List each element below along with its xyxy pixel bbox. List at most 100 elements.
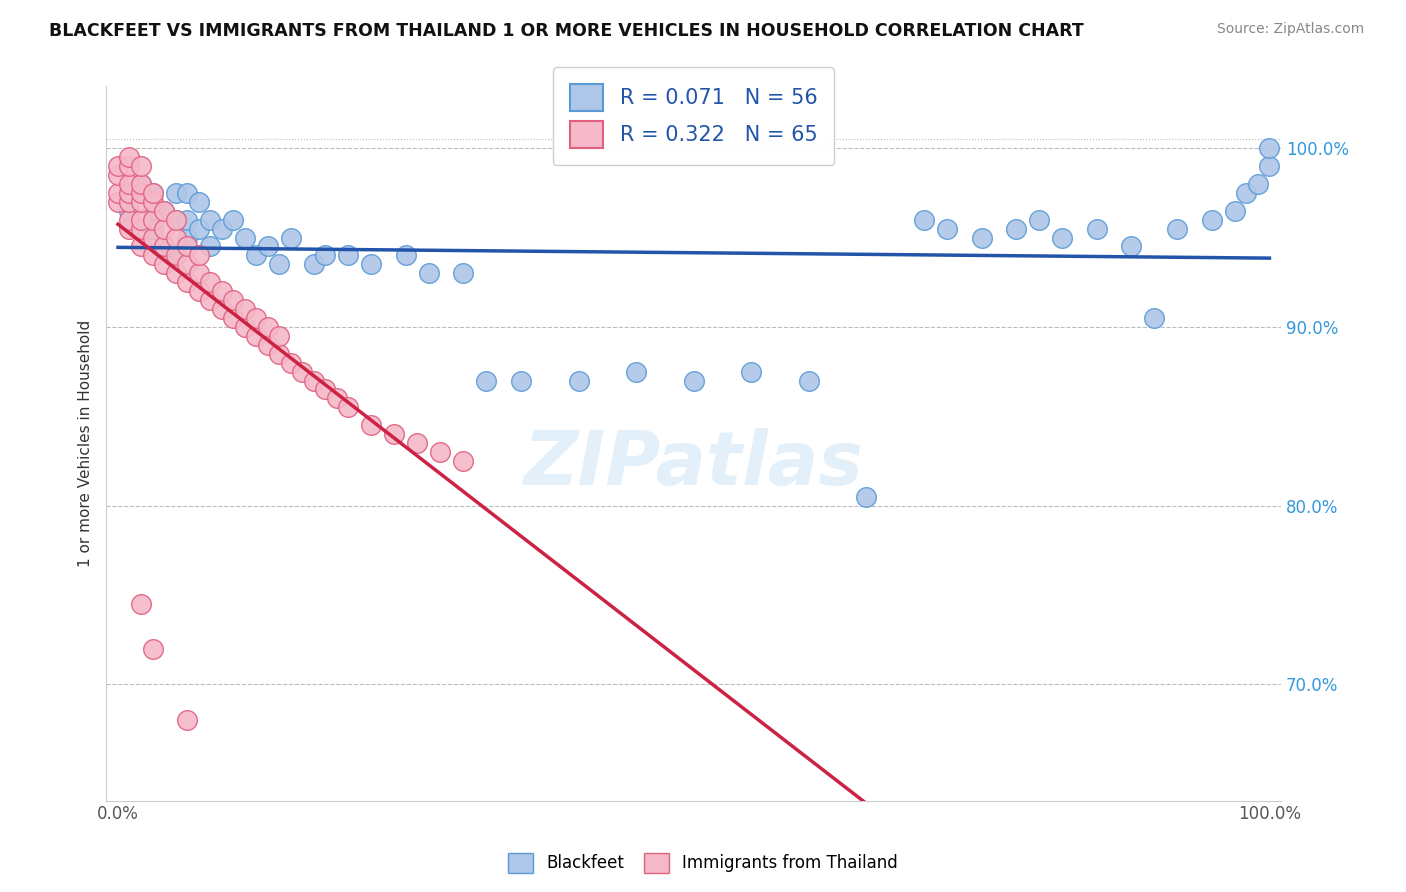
Point xyxy=(176,275,198,289)
Point xyxy=(129,186,152,200)
Point xyxy=(165,248,187,262)
Point xyxy=(118,212,141,227)
Point xyxy=(233,230,256,244)
Point xyxy=(165,248,187,262)
Point xyxy=(187,221,209,235)
Point xyxy=(129,194,152,209)
Point xyxy=(1223,203,1246,218)
Point xyxy=(222,310,245,325)
Point xyxy=(118,186,141,200)
Point xyxy=(360,418,382,433)
Point xyxy=(153,221,176,235)
Point xyxy=(624,365,647,379)
Point xyxy=(129,212,152,227)
Point xyxy=(233,319,256,334)
Point xyxy=(314,383,336,397)
Point xyxy=(291,365,314,379)
Point xyxy=(1143,310,1166,325)
Point xyxy=(233,301,256,316)
Point xyxy=(141,186,163,200)
Point xyxy=(153,239,176,253)
Point xyxy=(740,365,762,379)
Point xyxy=(269,257,291,271)
Point xyxy=(1234,186,1257,200)
Point xyxy=(141,186,163,200)
Point xyxy=(187,194,209,209)
Y-axis label: 1 or more Vehicles in Household: 1 or more Vehicles in Household xyxy=(79,319,93,566)
Point xyxy=(245,248,267,262)
Point xyxy=(153,239,176,253)
Point xyxy=(165,212,187,227)
Point xyxy=(269,347,291,361)
Point xyxy=(153,203,176,218)
Point xyxy=(129,177,152,191)
Point xyxy=(326,392,349,406)
Point xyxy=(302,374,325,388)
Point xyxy=(187,284,209,298)
Point xyxy=(129,177,152,191)
Point xyxy=(118,159,141,173)
Point xyxy=(222,212,245,227)
Point xyxy=(118,194,141,209)
Point xyxy=(176,239,198,253)
Point xyxy=(141,248,163,262)
Point xyxy=(153,257,176,271)
Point xyxy=(256,319,278,334)
Point xyxy=(176,212,198,227)
Point xyxy=(510,374,533,388)
Point xyxy=(176,230,198,244)
Point xyxy=(118,221,141,235)
Point xyxy=(141,194,163,209)
Point xyxy=(165,266,187,280)
Point xyxy=(141,641,163,656)
Point xyxy=(153,203,176,218)
Point xyxy=(129,159,152,173)
Point xyxy=(198,239,221,253)
Point xyxy=(211,221,233,235)
Point xyxy=(406,436,429,450)
Point xyxy=(1166,221,1188,235)
Point xyxy=(912,212,935,227)
Point xyxy=(314,248,336,262)
Point xyxy=(682,374,704,388)
Point xyxy=(395,248,418,262)
Point xyxy=(141,212,163,227)
Point xyxy=(187,266,209,280)
Point xyxy=(222,293,245,307)
Point xyxy=(418,266,440,280)
Point xyxy=(141,221,163,235)
Legend: R = 0.071   N = 56, R = 0.322   N = 65: R = 0.071 N = 56, R = 0.322 N = 65 xyxy=(553,68,834,165)
Point xyxy=(129,221,152,235)
Point xyxy=(855,490,877,504)
Point xyxy=(198,212,221,227)
Legend: Blackfeet, Immigrants from Thailand: Blackfeet, Immigrants from Thailand xyxy=(501,847,905,880)
Point xyxy=(337,248,360,262)
Point xyxy=(567,374,589,388)
Point xyxy=(429,445,451,459)
Point xyxy=(256,239,278,253)
Point xyxy=(280,356,302,370)
Point xyxy=(382,427,405,442)
Point xyxy=(256,338,278,352)
Point xyxy=(269,329,291,343)
Point xyxy=(176,257,198,271)
Point xyxy=(141,203,163,218)
Point xyxy=(337,401,360,415)
Point xyxy=(129,239,152,253)
Point xyxy=(141,230,163,244)
Point xyxy=(129,597,152,611)
Point xyxy=(1121,239,1143,253)
Point xyxy=(198,293,221,307)
Point xyxy=(360,257,382,271)
Point xyxy=(107,159,129,173)
Point xyxy=(165,212,187,227)
Point xyxy=(1258,141,1281,155)
Point xyxy=(453,454,475,468)
Point xyxy=(453,266,475,280)
Point xyxy=(970,230,993,244)
Point xyxy=(176,186,198,200)
Point xyxy=(1201,212,1223,227)
Point xyxy=(797,374,820,388)
Point xyxy=(118,150,141,164)
Point xyxy=(302,257,325,271)
